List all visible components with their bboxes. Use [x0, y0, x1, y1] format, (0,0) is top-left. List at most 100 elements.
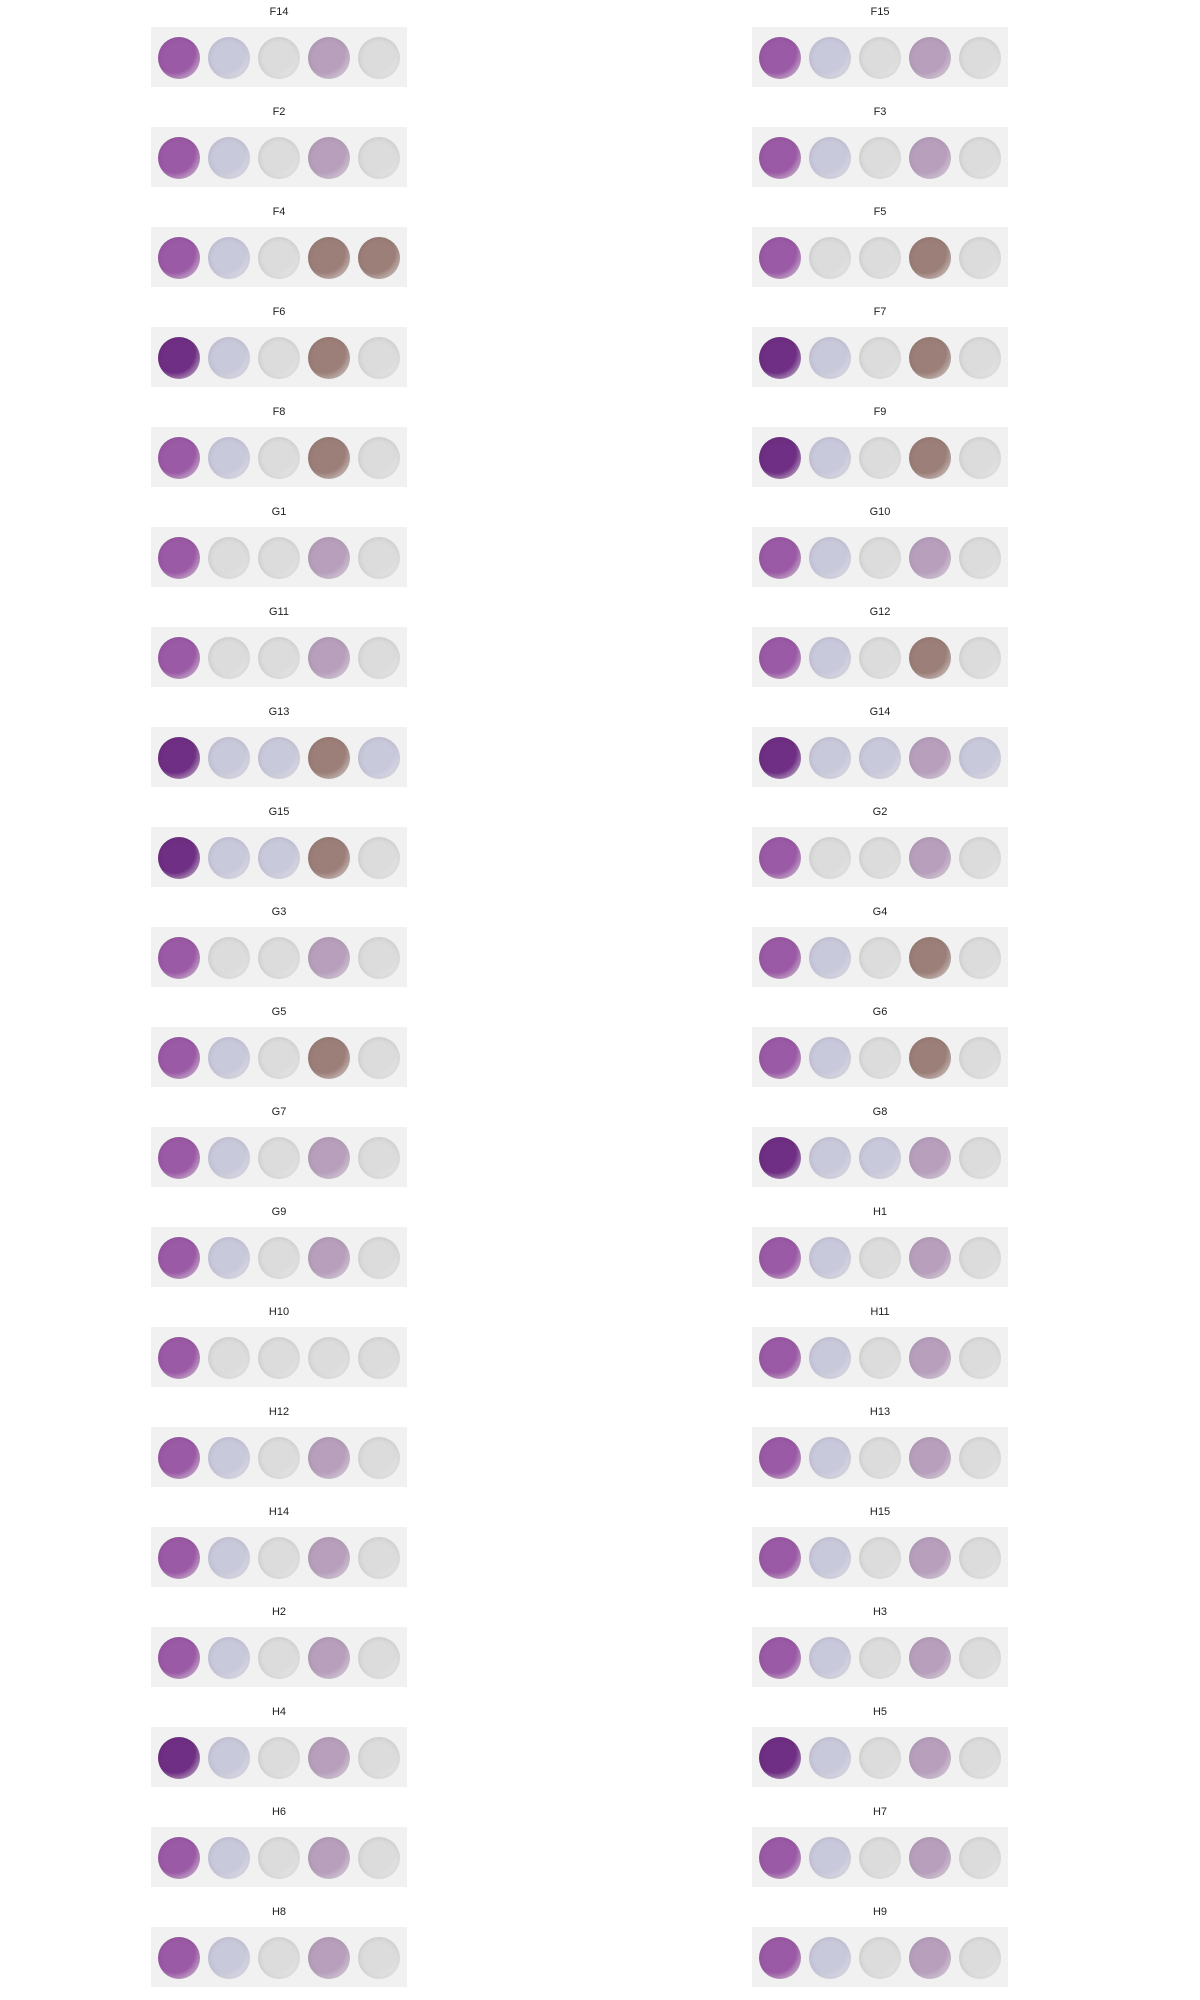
- tma-panel: H3: [752, 1605, 1008, 1687]
- tissue-core: [358, 237, 400, 279]
- tma-panel: F9: [752, 405, 1008, 487]
- tissue-core: [909, 537, 951, 579]
- tissue-core: [358, 1337, 400, 1379]
- tissue-core: [859, 1137, 901, 1179]
- tissue-core: [759, 1337, 801, 1379]
- tissue-core: [909, 1237, 951, 1279]
- tissue-core: [308, 737, 350, 779]
- core-strip: [752, 827, 1008, 887]
- tissue-core: [809, 1237, 851, 1279]
- panel-label: F9: [873, 406, 887, 418]
- tissue-core: [208, 537, 250, 579]
- core-strip: [752, 1727, 1008, 1787]
- tissue-core: [258, 137, 300, 179]
- tissue-core: [909, 237, 951, 279]
- tissue-core: [208, 637, 250, 679]
- tissue-core: [759, 1637, 801, 1679]
- tissue-core: [859, 1937, 901, 1979]
- tissue-core: [258, 937, 300, 979]
- core-strip: [151, 1627, 407, 1687]
- core-strip: [151, 327, 407, 387]
- tissue-core: [158, 737, 200, 779]
- tissue-core: [859, 737, 901, 779]
- tissue-core: [258, 637, 300, 679]
- tissue-core: [809, 1737, 851, 1779]
- tissue-core: [759, 1037, 801, 1079]
- tma-panel: H4: [151, 1705, 407, 1787]
- tissue-core: [959, 1537, 1001, 1579]
- core-strip: [752, 527, 1008, 587]
- tissue-core: [809, 637, 851, 679]
- tissue-core: [909, 1037, 951, 1079]
- panel-label: G11: [269, 606, 289, 618]
- panel-label: G3: [271, 906, 287, 918]
- tissue-core: [358, 537, 400, 579]
- tissue-core: [258, 1137, 300, 1179]
- core-strip: [151, 1227, 407, 1287]
- panel-label: G12: [869, 606, 891, 618]
- tissue-core: [358, 737, 400, 779]
- tissue-core: [959, 37, 1001, 79]
- core-strip: [151, 1827, 407, 1887]
- tma-panel: H11: [752, 1305, 1008, 1387]
- panel-label: G10: [869, 506, 891, 518]
- tissue-core: [308, 1837, 350, 1879]
- core-strip: [752, 427, 1008, 487]
- tissue-core: [909, 437, 951, 479]
- tissue-core: [809, 1437, 851, 1479]
- tissue-core: [208, 837, 250, 879]
- tissue-core: [308, 1137, 350, 1179]
- core-strip: [151, 727, 407, 787]
- tissue-core: [258, 737, 300, 779]
- tma-panel: F2: [151, 105, 407, 187]
- tissue-core: [909, 737, 951, 779]
- core-strip: [752, 1327, 1008, 1387]
- panel-label: H5: [872, 1706, 888, 1718]
- tma-panel: F8: [151, 405, 407, 487]
- tma-panel: H8: [151, 1905, 407, 1987]
- panel-label: G15: [268, 806, 290, 818]
- core-strip: [752, 27, 1008, 87]
- tissue-core: [859, 1537, 901, 1579]
- tma-panel: F6: [151, 305, 407, 387]
- tma-panel: G7: [151, 1105, 407, 1187]
- tissue-core: [208, 237, 250, 279]
- tissue-core: [358, 1637, 400, 1679]
- core-strip: [151, 1127, 407, 1187]
- panel-label: H14: [268, 1506, 290, 1518]
- tma-panel: G12: [752, 605, 1008, 687]
- tissue-core: [909, 1737, 951, 1779]
- tissue-core: [208, 437, 250, 479]
- tissue-core: [308, 1237, 350, 1279]
- tissue-core: [759, 637, 801, 679]
- tissue-core: [759, 1537, 801, 1579]
- tissue-core: [959, 1737, 1001, 1779]
- tma-panel: F4: [151, 205, 407, 287]
- tissue-core: [759, 1237, 801, 1279]
- tissue-core: [158, 537, 200, 579]
- core-strip: [151, 1527, 407, 1587]
- panel-label: F2: [272, 106, 286, 118]
- panel-label: G1: [271, 506, 287, 518]
- tissue-core: [258, 1037, 300, 1079]
- tissue-core: [959, 1837, 1001, 1879]
- tissue-core: [859, 1837, 901, 1879]
- tissue-core: [158, 1737, 200, 1779]
- tissue-core: [158, 1437, 200, 1479]
- tissue-core: [258, 1537, 300, 1579]
- tissue-core: [959, 437, 1001, 479]
- tissue-core: [909, 337, 951, 379]
- core-strip: [151, 1727, 407, 1787]
- tissue-core: [308, 1437, 350, 1479]
- core-strip: [752, 1827, 1008, 1887]
- core-strip: [752, 327, 1008, 387]
- tissue-core: [959, 1337, 1001, 1379]
- tissue-core: [759, 1937, 801, 1979]
- tissue-core: [308, 1937, 350, 1979]
- core-strip: [151, 227, 407, 287]
- tissue-core: [358, 637, 400, 679]
- panel-label: H12: [268, 1406, 290, 1418]
- panel-label: G9: [271, 1206, 287, 1218]
- tissue-core: [208, 337, 250, 379]
